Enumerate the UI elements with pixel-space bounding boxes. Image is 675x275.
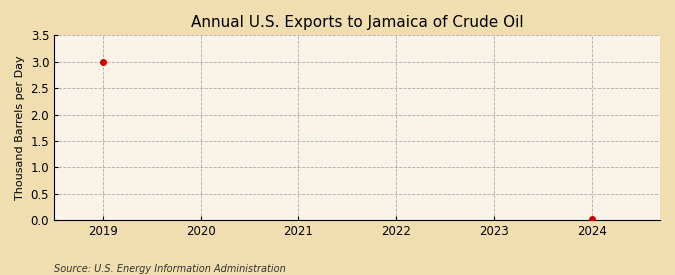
Y-axis label: Thousand Barrels per Day: Thousand Barrels per Day (15, 56, 25, 200)
Title: Annual U.S. Exports to Jamaica of Crude Oil: Annual U.S. Exports to Jamaica of Crude … (191, 15, 523, 30)
Text: Source: U.S. Energy Information Administration: Source: U.S. Energy Information Administ… (54, 264, 286, 274)
